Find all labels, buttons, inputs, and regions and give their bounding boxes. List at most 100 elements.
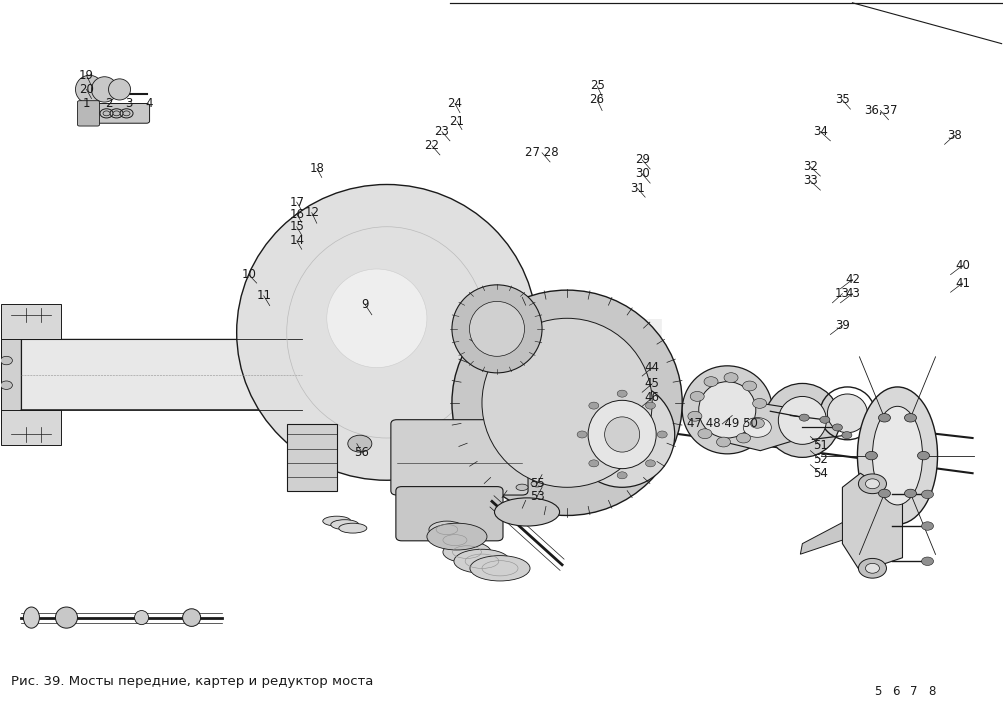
Text: 55: 55: [530, 477, 544, 490]
Circle shape: [657, 431, 667, 438]
Circle shape: [878, 489, 890, 498]
Ellipse shape: [322, 516, 350, 526]
Text: 23: 23: [434, 125, 449, 138]
Text: 21: 21: [449, 115, 464, 127]
Text: 54: 54: [812, 467, 827, 480]
Text: 14: 14: [289, 234, 304, 247]
Text: 12: 12: [304, 206, 319, 219]
Text: 8: 8: [927, 685, 934, 698]
Ellipse shape: [546, 477, 558, 484]
Ellipse shape: [469, 556, 530, 581]
Text: 20: 20: [79, 83, 94, 96]
Polygon shape: [719, 403, 801, 450]
Circle shape: [0, 356, 12, 365]
Text: 10: 10: [241, 268, 256, 281]
Text: АВТРАД: АВТРАД: [329, 317, 674, 390]
Ellipse shape: [777, 397, 825, 444]
Text: 44: 44: [644, 361, 659, 374]
Ellipse shape: [91, 77, 117, 102]
Ellipse shape: [764, 383, 840, 457]
Text: 16: 16: [289, 208, 304, 221]
Ellipse shape: [23, 607, 39, 628]
Text: 4: 4: [145, 97, 153, 110]
Circle shape: [736, 433, 750, 443]
Circle shape: [588, 402, 598, 409]
Circle shape: [798, 414, 808, 421]
Text: 6: 6: [891, 685, 899, 698]
Ellipse shape: [75, 76, 103, 103]
Ellipse shape: [326, 269, 426, 368]
Text: 47 48 49 50: 47 48 49 50: [686, 417, 757, 431]
Circle shape: [347, 436, 371, 452]
Text: 15: 15: [289, 221, 304, 233]
Circle shape: [752, 399, 766, 409]
Text: 52: 52: [812, 452, 827, 466]
Text: 25: 25: [589, 79, 604, 93]
Bar: [287, 424, 336, 491]
Text: 5: 5: [873, 685, 881, 698]
Polygon shape: [1, 304, 61, 339]
Text: 35: 35: [834, 93, 849, 107]
Circle shape: [921, 490, 933, 498]
Text: 2: 2: [104, 97, 112, 110]
Circle shape: [819, 416, 829, 423]
Text: 40: 40: [954, 259, 969, 272]
Circle shape: [842, 431, 852, 438]
Text: 1: 1: [82, 97, 90, 110]
Text: 53: 53: [530, 490, 544, 503]
Text: 34: 34: [812, 125, 827, 138]
Circle shape: [645, 460, 655, 467]
Text: 29: 29: [634, 153, 649, 166]
Text: 46: 46: [644, 392, 659, 404]
Ellipse shape: [494, 498, 559, 526]
FancyBboxPatch shape: [390, 420, 528, 495]
Circle shape: [865, 479, 879, 489]
Circle shape: [577, 431, 587, 438]
Ellipse shape: [516, 484, 528, 491]
Circle shape: [921, 557, 933, 566]
Text: 51: 51: [812, 438, 827, 452]
Circle shape: [878, 414, 890, 422]
Text: 33: 33: [802, 175, 816, 187]
Ellipse shape: [442, 542, 490, 563]
Circle shape: [617, 390, 627, 397]
Text: 42: 42: [845, 273, 860, 286]
Text: 32: 32: [802, 160, 817, 173]
Text: 19: 19: [79, 69, 94, 82]
Circle shape: [858, 559, 886, 578]
Text: 36,37: 36,37: [863, 104, 897, 117]
Ellipse shape: [857, 387, 937, 525]
Ellipse shape: [453, 549, 510, 573]
Circle shape: [858, 474, 886, 493]
Text: 26: 26: [589, 93, 604, 107]
Text: 45: 45: [644, 378, 659, 390]
Ellipse shape: [451, 285, 542, 373]
Circle shape: [917, 451, 929, 460]
Text: 9: 9: [361, 298, 368, 310]
Text: 7: 7: [909, 685, 917, 698]
FancyBboxPatch shape: [77, 100, 99, 126]
Circle shape: [588, 460, 598, 467]
Text: 31: 31: [629, 182, 644, 194]
Text: 27 28: 27 28: [525, 146, 559, 159]
FancyBboxPatch shape: [78, 103, 149, 123]
Circle shape: [697, 428, 711, 438]
Ellipse shape: [698, 382, 755, 438]
Circle shape: [904, 414, 916, 422]
Ellipse shape: [469, 301, 524, 356]
Text: 24: 24: [447, 97, 462, 110]
Ellipse shape: [338, 523, 366, 533]
Circle shape: [0, 381, 12, 390]
Circle shape: [904, 489, 916, 498]
Text: 3: 3: [124, 97, 132, 110]
Circle shape: [742, 381, 756, 391]
Text: 13: 13: [834, 287, 849, 300]
Circle shape: [723, 373, 737, 382]
Ellipse shape: [55, 607, 77, 628]
Ellipse shape: [108, 79, 130, 100]
Circle shape: [921, 522, 933, 530]
Circle shape: [749, 419, 763, 428]
Ellipse shape: [103, 111, 110, 116]
Text: 18: 18: [309, 162, 324, 175]
Ellipse shape: [588, 400, 656, 469]
